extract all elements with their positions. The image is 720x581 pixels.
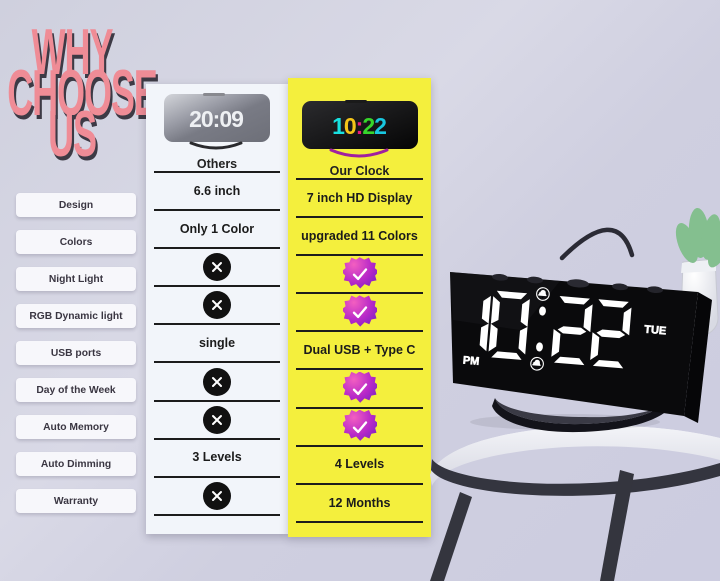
svg-text:PM: PM [462, 355, 479, 368]
svg-text:TUE: TUE [644, 324, 667, 338]
svg-text:20:09: 20:09 [189, 106, 243, 132]
svg-text:10:22: 10:22 [332, 113, 386, 139]
